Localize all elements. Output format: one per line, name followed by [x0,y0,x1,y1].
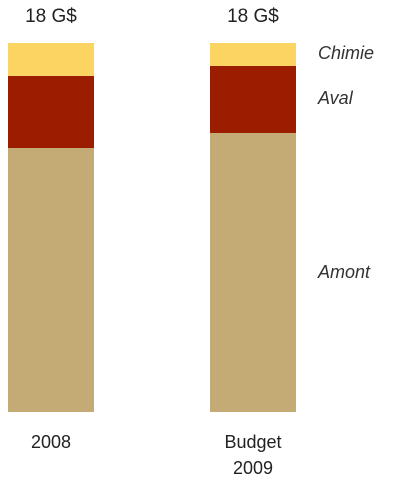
series-label: Chimie [318,43,375,64]
bar-segment [210,133,296,412]
category-label: 2008 [30,432,72,452]
total-label: 18 G$ [227,6,279,27]
bar-segment [8,75,94,148]
series-label: Amont [318,261,371,282]
total-label: 18 G$ [25,6,77,27]
bar-segment [210,65,296,134]
bar-segment [8,43,94,76]
category-label: Budget 2009 [224,432,282,478]
bar-segment [210,43,296,66]
bar-segment [8,147,94,412]
series-label: Aval [318,88,353,109]
